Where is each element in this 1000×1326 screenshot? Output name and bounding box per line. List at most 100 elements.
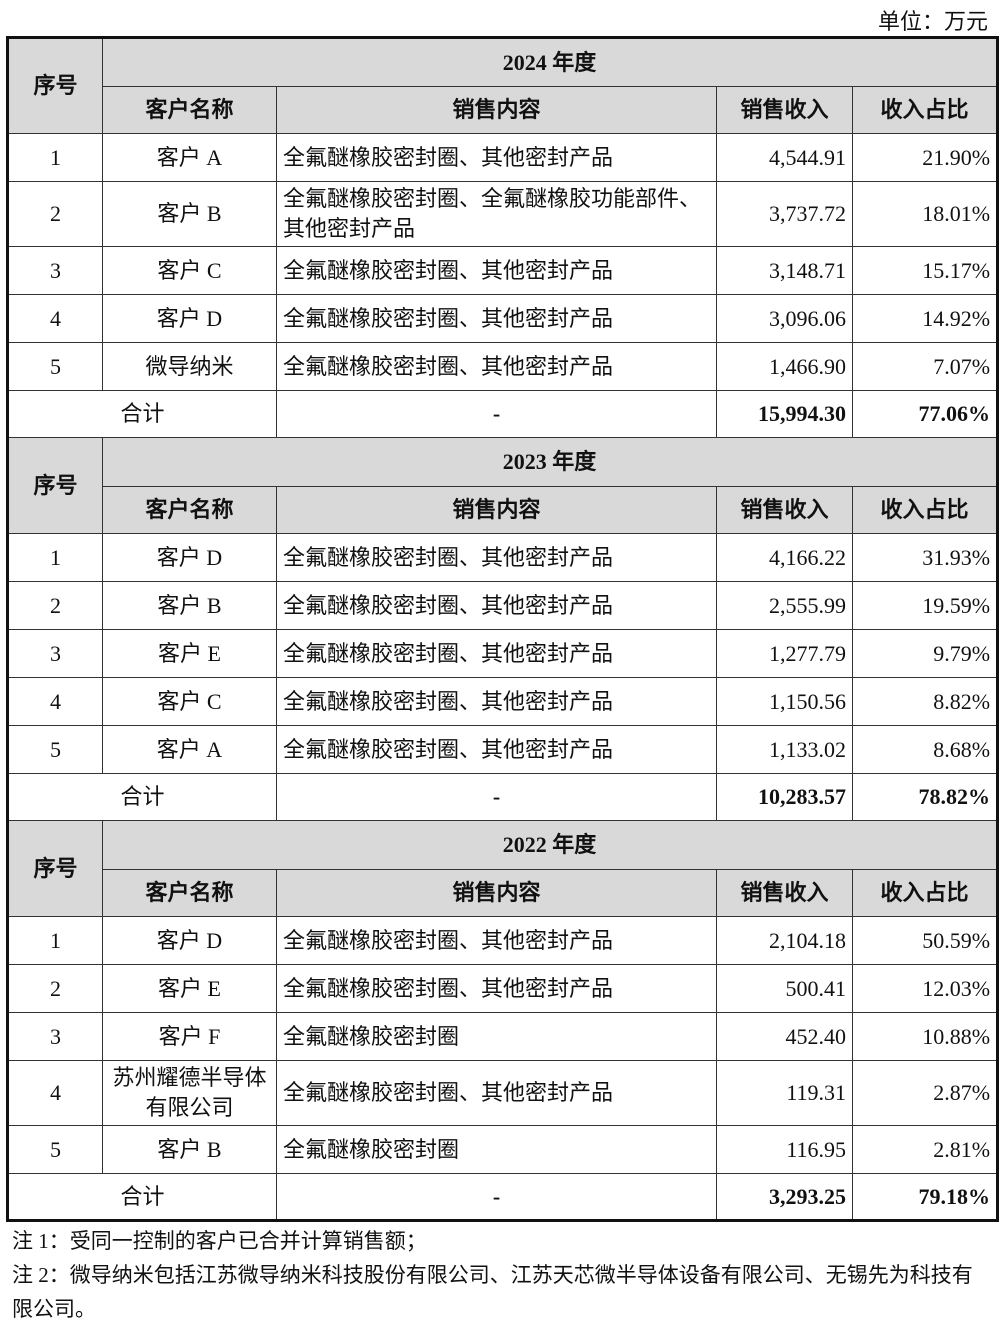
seq-cell: 1	[7, 916, 103, 965]
content-cell: 全氟醚橡胶密封圈、其他密封产品	[276, 1060, 717, 1126]
revenue-cell: 116.95	[716, 1125, 853, 1174]
content-cell: 全氟醚橡胶密封圈、其他密封产品	[276, 964, 717, 1013]
revenue-cell: 452.40	[716, 1012, 853, 1061]
unit-label: 单位：万元	[877, 9, 988, 34]
share-cell: 2.87%	[851, 1060, 999, 1126]
revenue-cell: 1,466.90	[716, 342, 853, 391]
content-cell: 全氟醚橡胶密封圈、其他密封产品	[276, 294, 717, 343]
total-row: 合计 -15,994.30 77.06%	[7, 390, 999, 438]
content-cell: 全氟醚橡胶密封圈、其他密封产品	[276, 629, 717, 678]
revenue-header: 销售收入	[716, 486, 853, 534]
share-cell: 21.90%	[851, 133, 999, 182]
content-cell: 全氟醚橡胶密封圈、全氟醚橡胶功能部件、其他密封产品	[276, 181, 717, 247]
column-header-row: 客户名称 销售内容 销售收入 收入占比	[8, 86, 999, 134]
column-header-row: 客户名称 销售内容 销售收入 收入占比	[8, 486, 999, 534]
share-header: 收入占比	[851, 86, 999, 134]
customer-cell: 客户 C	[102, 677, 277, 726]
share-cell: 14.92%	[851, 294, 999, 343]
share-cell: 7.07%	[851, 342, 999, 391]
customer-cell: 客户 B	[102, 1125, 277, 1174]
total-share: 78.82%	[851, 773, 999, 821]
seq-header: 序号	[7, 820, 103, 917]
content-cell: 全氟醚橡胶密封圈、其他密封产品	[276, 533, 717, 582]
share-cell: 15.17%	[851, 246, 999, 295]
customer-cell: 客户 A	[102, 725, 277, 774]
total-label: 合计	[7, 390, 277, 438]
year-header-row: 序号 2023 年度	[7, 437, 999, 534]
content-header: 销售内容	[276, 486, 717, 534]
share-cell: 2.81%	[851, 1125, 999, 1174]
seq-cell: 2	[7, 181, 103, 247]
customer-cell: 客户 A	[102, 133, 277, 182]
column-header-row: 客户名称 销售内容 销售收入 收入占比	[8, 869, 999, 917]
table-row: 2 客户 E 全氟醚橡胶密封圈、其他密封产品 500.41 12.03%	[7, 964, 999, 1013]
customer-cell: 微导纳米	[102, 342, 277, 391]
table-row: 2 客户 B 全氟醚橡胶密封圈、其他密封产品 2,555.99 19.59%	[7, 581, 999, 630]
seq-cell: 3	[7, 629, 103, 678]
revenue-header: 销售收入	[716, 869, 853, 917]
content-header: 销售内容	[276, 86, 717, 134]
content-cell: 全氟醚橡胶密封圈、其他密封产品	[276, 246, 717, 295]
revenue-cell: 119.31	[716, 1060, 853, 1126]
customer-header: 客户名称	[102, 486, 277, 534]
note-2: 注 2：微导纳米包括江苏微导纳米科技股份有限公司、江苏天芯微半导体设备有限公司、…	[12, 1263, 973, 1321]
revenue-cell: 500.41	[716, 964, 853, 1013]
top-customers-table: 序号 2024 年度 客户名称 销售内容 销售收入 收入占比 1 客户 A 全氟醚橡胶密封圈、其…	[6, 36, 1000, 1222]
table-row: 5 客户 B 全氟醚橡胶密封圈 116.95 2.81%	[7, 1125, 999, 1174]
content-cell: 全氟醚橡胶密封圈、其他密封产品	[276, 133, 717, 182]
total-row: 合计 -3,293.25 79.18%	[7, 1173, 999, 1221]
notes: 注 1：受同一控制的客户已合并计算销售额； 注 2：微导纳米包括江苏微导纳米科技…	[12, 1224, 992, 1326]
customer-cell: 客户 D	[102, 533, 277, 582]
customer-header: 客户名称	[102, 869, 277, 917]
content-cell: 全氟醚橡胶密封圈、其他密封产品	[276, 342, 717, 391]
table-row: 3 客户 E 全氟醚橡胶密封圈、其他密封产品 1,277.79 9.79%	[7, 629, 999, 678]
seq-cell: 5	[7, 725, 103, 774]
content-cell: 全氟醚橡胶密封圈	[276, 1125, 717, 1174]
seq-cell: 2	[7, 964, 103, 1013]
table-row: 3 客户 C 全氟醚橡胶密封圈、其他密封产品 3,148.71 15.17%	[7, 246, 999, 295]
customer-header: 客户名称	[102, 86, 277, 134]
total-content: -	[276, 773, 717, 821]
table-row: 2 客户 B 全氟醚橡胶密封圈、全氟醚橡胶功能部件、其他密封产品 3,737.72 18…	[7, 181, 999, 247]
share-header: 收入占比	[851, 486, 999, 534]
seq-cell: 4	[7, 294, 103, 343]
seq-cell: 1	[7, 533, 103, 582]
revenue-header: 销售收入	[716, 86, 853, 134]
total-revenue: 10,283.57	[716, 773, 853, 821]
table-row: 3 客户 F 全氟醚橡胶密封圈 452.40 10.88%	[7, 1012, 999, 1061]
table-row: 4 客户 C 全氟醚橡胶密封圈、其他密封产品 1,150.56 8.82%	[7, 677, 999, 726]
total-revenue: 3,293.25	[716, 1173, 853, 1221]
year-header-row: 序号 2022 年度	[7, 820, 999, 917]
share-cell: 8.82%	[851, 677, 999, 726]
revenue-cell: 3,148.71	[716, 246, 853, 295]
content-cell: 全氟醚橡胶密封圈、其他密封产品	[276, 677, 717, 726]
seq-cell: 2	[7, 581, 103, 630]
seq-cell: 1	[7, 133, 103, 182]
table-row: 1 客户 D 全氟醚橡胶密封圈、其他密封产品 4,166.22 31.93%	[7, 533, 999, 582]
revenue-cell: 3,737.72	[716, 181, 853, 247]
content-header: 销售内容	[276, 869, 717, 917]
revenue-cell: 1,150.56	[716, 677, 853, 726]
total-share: 77.06%	[851, 390, 999, 438]
revenue-cell: 2,555.99	[716, 581, 853, 630]
customer-cell: 客户 C	[102, 246, 277, 295]
revenue-cell: 3,096.06	[716, 294, 853, 343]
customer-cell: 苏州耀德半导体有限公司	[102, 1060, 277, 1126]
year-header: 2023 年度	[101, 437, 999, 487]
table-row: 1 客户 D 全氟醚橡胶密封圈、其他密封产品 2,104.18 50.59%	[7, 916, 999, 965]
table-row: 5 客户 A 全氟醚橡胶密封圈、其他密封产品 1,133.02 8.68%	[7, 725, 999, 774]
seq-cell: 3	[7, 1012, 103, 1061]
total-revenue: 15,994.30	[716, 390, 853, 438]
share-cell: 19.59%	[851, 581, 999, 630]
content-cell: 全氟醚橡胶密封圈、其他密封产品	[276, 725, 717, 774]
customer-cell: 客户 E	[102, 629, 277, 678]
share-cell: 18.01%	[851, 181, 999, 247]
content-cell: 全氟醚橡胶密封圈、其他密封产品	[276, 916, 717, 965]
share-cell: 50.59%	[851, 916, 999, 965]
revenue-cell: 4,166.22	[716, 533, 853, 582]
seq-cell: 3	[7, 246, 103, 295]
seq-header: 序号	[7, 437, 103, 534]
total-content: -	[276, 390, 717, 438]
total-label: 合计	[7, 773, 277, 821]
year-header: 2022 年度	[101, 820, 999, 870]
